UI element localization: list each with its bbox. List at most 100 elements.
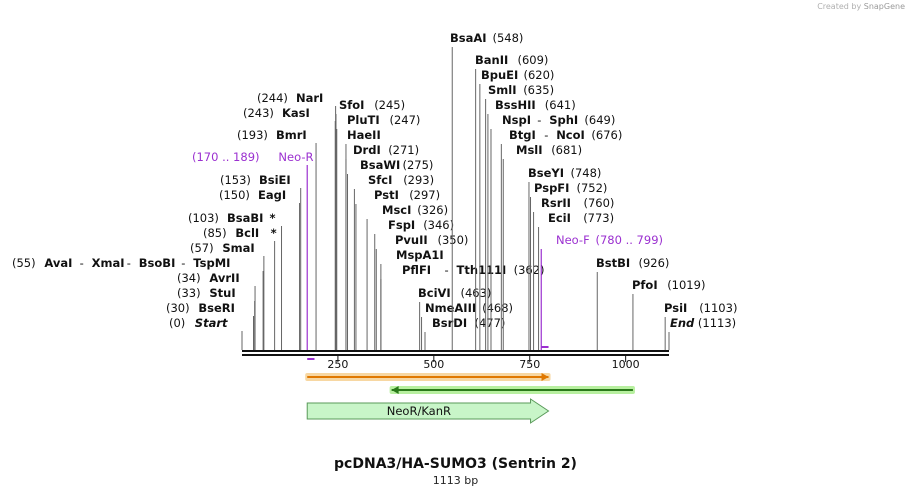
enzyme-position: (293) <box>403 173 434 187</box>
enzyme-name: End <box>670 316 695 330</box>
enzyme-row: EciI (773) <box>548 211 614 225</box>
enzyme-row: Neo-F (780 .. 799) <box>556 233 663 247</box>
enzyme-name: BclI <box>235 226 259 240</box>
enzyme-row: NmeAIII (468) <box>425 301 513 315</box>
enzyme-name: BsiEI <box>259 173 291 187</box>
enzyme-position: (548) <box>493 31 524 45</box>
enzyme-row: (193) BmrI <box>237 128 307 142</box>
enzyme-position: (752) <box>577 181 608 195</box>
snapgene-logo-text: SnapGene <box>863 2 905 11</box>
enzyme-position: (1103) <box>699 301 737 315</box>
ruler-tick-label: 1000 <box>612 358 640 371</box>
enzyme-position: (153) <box>220 173 251 187</box>
ruler-tick-label: 500 <box>423 358 444 371</box>
enzyme-row: (243) KasI <box>243 106 310 120</box>
enzyme-position: (676) <box>591 128 622 142</box>
enzyme-name: * <box>270 211 276 225</box>
enzyme-separator: - <box>537 113 541 127</box>
enzyme-position: (760) <box>584 196 615 210</box>
enzyme-position: (297) <box>409 188 440 202</box>
enzyme-position: (33) <box>177 286 201 300</box>
enzyme-name: DrdI <box>353 143 381 157</box>
enzyme-position: (55) <box>12 256 36 270</box>
orange-feature-arrowhead <box>541 373 549 381</box>
enzyme-position: (649) <box>584 113 615 127</box>
enzyme-name: SmlI <box>488 83 517 97</box>
enzyme-name: MspA1I <box>396 248 444 262</box>
enzyme-position: (773) <box>583 211 614 225</box>
enzyme-row: PflFI - Tth111I (362) <box>402 263 545 277</box>
credit-prefix: Created by <box>817 2 862 11</box>
snapgene-credit: Created by SnapGene <box>817 2 905 11</box>
primer-label: Neo-R <box>278 150 313 164</box>
enzyme-row: BsaAI (548) <box>450 31 523 45</box>
enzyme-name: PvuII <box>395 233 428 247</box>
enzyme-name: BsrDI <box>432 316 467 330</box>
enzyme-name: SfcI <box>368 173 392 187</box>
enzyme-position: (275) <box>403 158 434 172</box>
enzyme-position: (150) <box>219 188 250 202</box>
enzyme-position: (926) <box>639 256 670 270</box>
enzyme-row: SfoI (245) <box>339 98 405 112</box>
enzyme-name: BciVI <box>418 286 451 300</box>
enzyme-position: (57) <box>190 241 214 255</box>
green-feature-arrowhead <box>391 386 399 394</box>
enzyme-row: PfoI (1019) <box>632 278 705 292</box>
enzyme-name: NmeAIII <box>425 301 476 315</box>
enzyme-name: AvaI <box>44 256 72 270</box>
enzyme-position: (748) <box>571 166 602 180</box>
enzyme-name: BsaBI <box>227 211 263 225</box>
enzyme-name: NarI <box>296 91 323 105</box>
enzyme-row: SmlI (635) <box>488 83 554 97</box>
enzyme-position: (34) <box>177 271 201 285</box>
enzyme-name: Start <box>195 316 228 330</box>
enzyme-position: (477) <box>475 316 506 330</box>
enzyme-name: PspFI <box>534 181 569 195</box>
enzyme-row: (170 .. 189) Neo-R <box>192 150 313 164</box>
enzyme-name: BstBI <box>596 256 630 270</box>
enzyme-row: NspI - SphI (649) <box>502 113 615 127</box>
enzyme-row: BssHII (641) <box>495 98 576 112</box>
enzyme-row: DrdI (271) <box>353 143 419 157</box>
enzyme-separator: - <box>544 128 548 142</box>
enzyme-name: AvrII <box>209 271 239 285</box>
enzyme-position: (609) <box>518 53 549 67</box>
enzyme-position: (620) <box>524 68 555 82</box>
enzyme-position: (30) <box>166 301 190 315</box>
enzyme-name: Tth111I <box>457 263 507 277</box>
enzyme-position: (0) <box>169 316 185 330</box>
enzyme-row: PvuII (350) <box>395 233 468 247</box>
enzyme-row: MslI (681) <box>516 143 582 157</box>
enzyme-position: (681) <box>551 143 582 157</box>
enzyme-row: (0) Start <box>169 316 228 330</box>
enzyme-row: BstBI (926) <box>596 256 669 270</box>
ruler-tick-label: 750 <box>519 358 540 371</box>
enzyme-name: HaeII <box>347 128 381 142</box>
enzyme-row: BsaWI (275) <box>360 158 433 172</box>
enzyme-name: BseRI <box>198 301 235 315</box>
enzyme-position: (243) <box>243 106 274 120</box>
enzyme-row: (34) AvrII <box>177 271 240 285</box>
enzyme-row: BpuEI (620) <box>481 68 554 82</box>
enzyme-row: PsiI (1103) <box>664 301 737 315</box>
enzyme-name: NcoI <box>556 128 585 142</box>
enzyme-row: BsrDI (477) <box>432 316 505 330</box>
enzyme-name: TspMI <box>193 256 230 270</box>
primer-label: (170 .. 189) <box>192 150 260 164</box>
ruler-tick-label: 250 <box>327 358 348 371</box>
enzyme-name: EciI <box>548 211 571 225</box>
enzyme-row: SfcI (293) <box>368 173 434 187</box>
enzyme-row: BseYI (748) <box>528 166 601 180</box>
enzyme-row: (33) StuI <box>177 286 236 300</box>
enzyme-position: (1113) <box>698 316 736 330</box>
enzyme-row: (150) EagI <box>219 188 286 202</box>
enzyme-row: (244) NarI <box>257 91 323 105</box>
enzyme-name: MscI <box>382 203 411 217</box>
enzyme-row: (30) BseRI <box>166 301 235 315</box>
enzyme-row: (103) BsaBI * <box>188 211 276 225</box>
enzyme-name: PflFI <box>402 263 431 277</box>
enzyme-name: BssHII <box>495 98 536 112</box>
enzyme-row: PluTI (247) <box>347 113 420 127</box>
enzyme-name: PluTI <box>347 113 380 127</box>
enzyme-name: SfoI <box>339 98 364 112</box>
